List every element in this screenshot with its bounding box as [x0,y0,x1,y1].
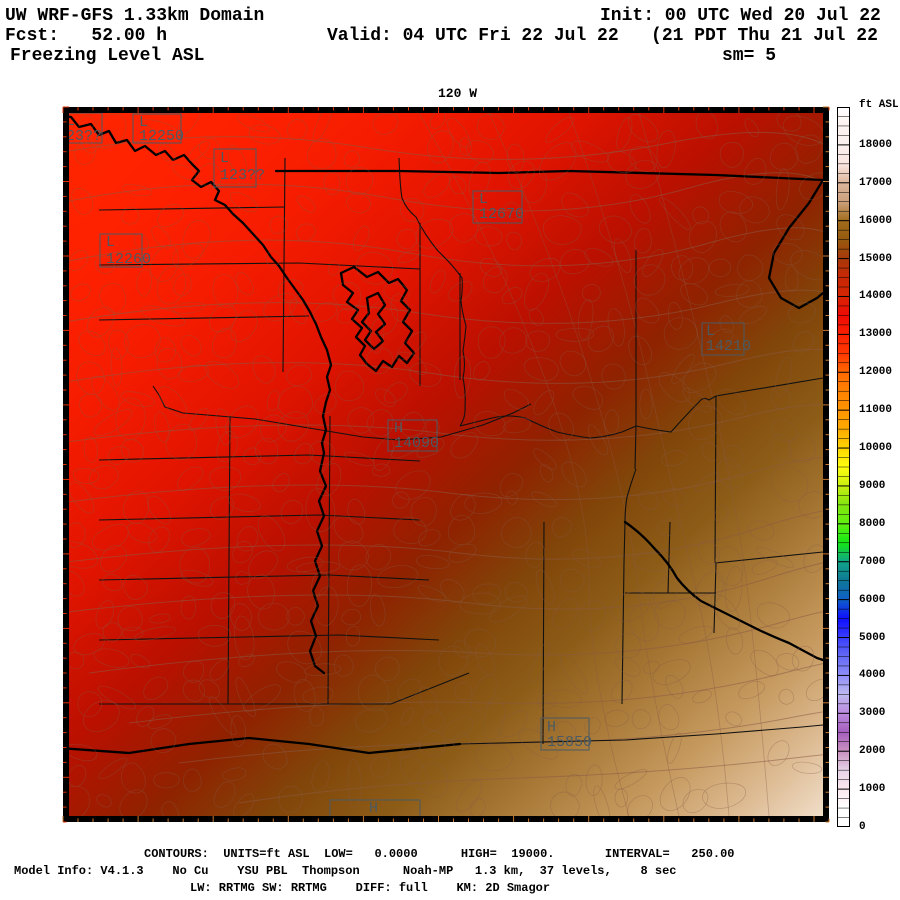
svg-text:H: H [369,800,378,816]
svg-text:L: L [220,150,229,167]
svg-text:14090: 14090 [394,435,439,452]
svg-text:14210: 14210 [706,338,751,355]
svg-text:15850: 15850 [547,734,592,751]
svg-text:12250: 12250 [139,128,184,145]
svg-text:L: L [106,234,115,251]
svg-text:12670: 12670 [479,206,524,223]
svg-text:23??: 23?? [69,128,102,145]
svg-text:123??: 123?? [220,167,265,184]
svg-text:12260: 12260 [106,251,151,268]
